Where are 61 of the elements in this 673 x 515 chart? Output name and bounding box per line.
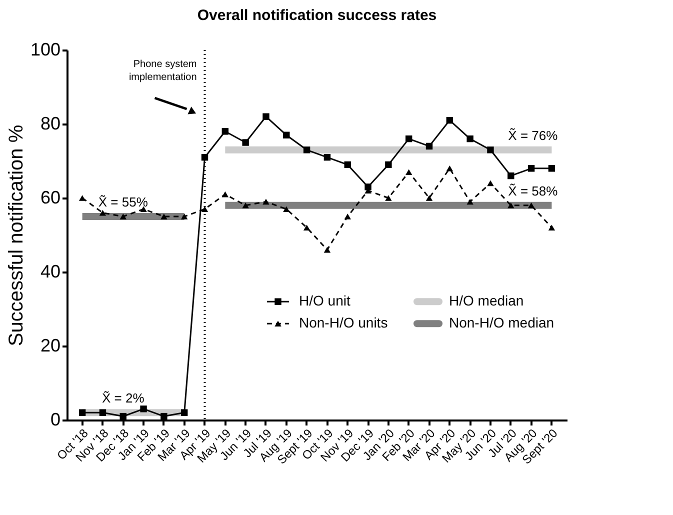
y-tick-label: 0 bbox=[50, 410, 60, 430]
point bbox=[78, 409, 86, 416]
point bbox=[466, 135, 474, 142]
point bbox=[180, 214, 188, 220]
y-tick-label: 20 bbox=[40, 336, 60, 356]
point bbox=[548, 165, 556, 172]
point bbox=[508, 172, 514, 180]
point bbox=[364, 184, 372, 190]
point bbox=[99, 409, 106, 416]
point bbox=[303, 224, 310, 231]
annotation: X̃ = 58% bbox=[508, 183, 558, 198]
point bbox=[405, 135, 412, 142]
point bbox=[222, 191, 229, 198]
legend-label: Non-H/O median bbox=[449, 314, 554, 331]
annotation: X̃ = 55% bbox=[98, 194, 148, 210]
legend-label: H/O median bbox=[449, 292, 524, 309]
point bbox=[242, 139, 249, 146]
y-tick-label: 40 bbox=[40, 262, 60, 282]
point bbox=[160, 214, 168, 220]
point bbox=[405, 169, 412, 176]
point bbox=[303, 146, 310, 154]
point bbox=[283, 132, 290, 138]
point bbox=[324, 154, 331, 161]
y-tick-label: 80 bbox=[40, 114, 60, 134]
point bbox=[426, 142, 433, 150]
chart-title: Overall notification success rates bbox=[197, 7, 437, 24]
point bbox=[180, 409, 188, 416]
point bbox=[508, 202, 514, 208]
point bbox=[487, 180, 494, 186]
point bbox=[324, 246, 331, 253]
point bbox=[385, 195, 392, 201]
point bbox=[446, 116, 454, 124]
point bbox=[385, 161, 392, 168]
point bbox=[446, 165, 454, 172]
point bbox=[140, 406, 147, 412]
point bbox=[262, 113, 270, 120]
legend-label: H/O unit bbox=[299, 292, 350, 309]
annotation: X̃ = 76% bbox=[508, 128, 558, 143]
point bbox=[487, 146, 494, 154]
point bbox=[528, 165, 535, 172]
point bbox=[528, 202, 535, 208]
point bbox=[344, 214, 351, 220]
point bbox=[78, 195, 86, 201]
annotation: X̃ = 2% bbox=[102, 390, 145, 406]
point bbox=[120, 412, 126, 420]
y-tick-label: 60 bbox=[40, 188, 60, 208]
point bbox=[242, 202, 249, 208]
y-axis-title: Successful notification % bbox=[5, 124, 28, 346]
legend-label: Non-H/O units bbox=[299, 314, 388, 331]
ref-line-label: Phone system implementation bbox=[128, 59, 197, 83]
point bbox=[99, 210, 106, 216]
point bbox=[283, 206, 290, 212]
point bbox=[262, 198, 270, 205]
y-tick-label: 100 bbox=[30, 40, 60, 60]
point bbox=[160, 412, 168, 420]
point bbox=[120, 214, 126, 220]
point bbox=[344, 161, 351, 168]
point bbox=[466, 198, 474, 205]
point bbox=[426, 195, 433, 201]
point bbox=[548, 224, 556, 231]
point bbox=[222, 128, 229, 135]
